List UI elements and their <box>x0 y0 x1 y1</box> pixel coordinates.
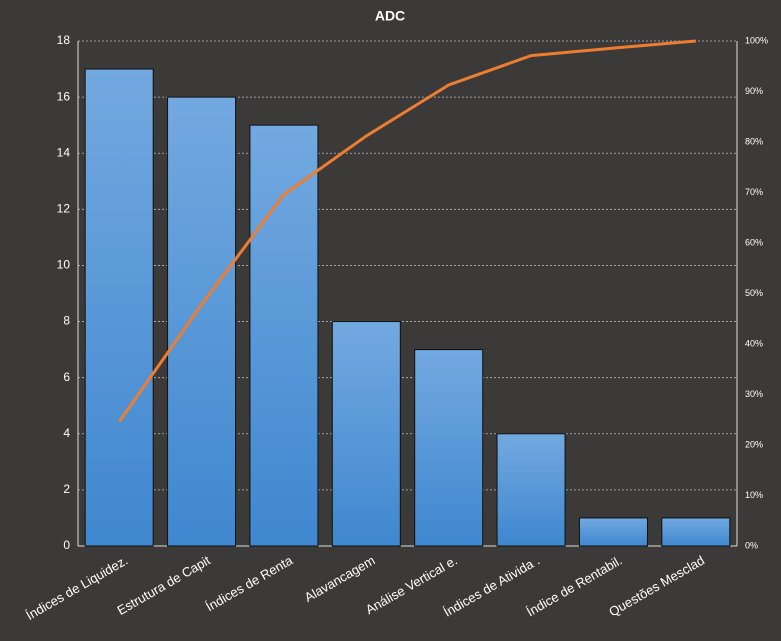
bar <box>84 68 154 547</box>
y-tick-label: 18 <box>57 33 71 47</box>
y2-tick-label: 70% <box>745 187 763 197</box>
y-tick-label: 16 <box>57 89 71 103</box>
x-tick-label: Índices de Renta <box>203 552 296 614</box>
y2-tick-label: 60% <box>745 237 763 247</box>
y-tick-label: 0 <box>63 538 70 552</box>
chart-title: ADC <box>375 8 405 24</box>
bar <box>414 349 484 547</box>
x-tick-label: Índices de Liquidez. <box>23 553 130 623</box>
y2-tick-label: 10% <box>745 490 763 500</box>
y-tick-label: 8 <box>63 314 70 328</box>
y2-tick-label: 20% <box>745 439 763 449</box>
y2-tick-label: 80% <box>745 136 763 146</box>
y2-tick-label: 30% <box>745 389 763 399</box>
y-tick-label: 2 <box>63 482 70 496</box>
bar <box>167 96 237 547</box>
y-tick-label: 10 <box>57 258 71 272</box>
x-tick-label: Alavancagem <box>302 553 378 605</box>
y2-tick-label: 50% <box>745 288 763 298</box>
y-tick-label: 6 <box>63 370 70 384</box>
bar <box>249 124 319 547</box>
bar <box>331 321 401 547</box>
bar <box>496 433 566 547</box>
y2-tick-label: 0% <box>745 540 758 550</box>
bar <box>578 517 648 547</box>
x-tick-label: Estrutura de Capit <box>115 552 214 618</box>
line <box>117 39 696 423</box>
y2-tick-label: 40% <box>745 338 763 348</box>
bar <box>661 517 731 547</box>
y-tick-label: 4 <box>63 426 70 440</box>
y2-tick-label: 100% <box>745 35 768 45</box>
y-tick-label: 12 <box>57 202 71 216</box>
y2-tick-label: 90% <box>745 86 763 96</box>
y-tick-label: 14 <box>57 145 71 159</box>
